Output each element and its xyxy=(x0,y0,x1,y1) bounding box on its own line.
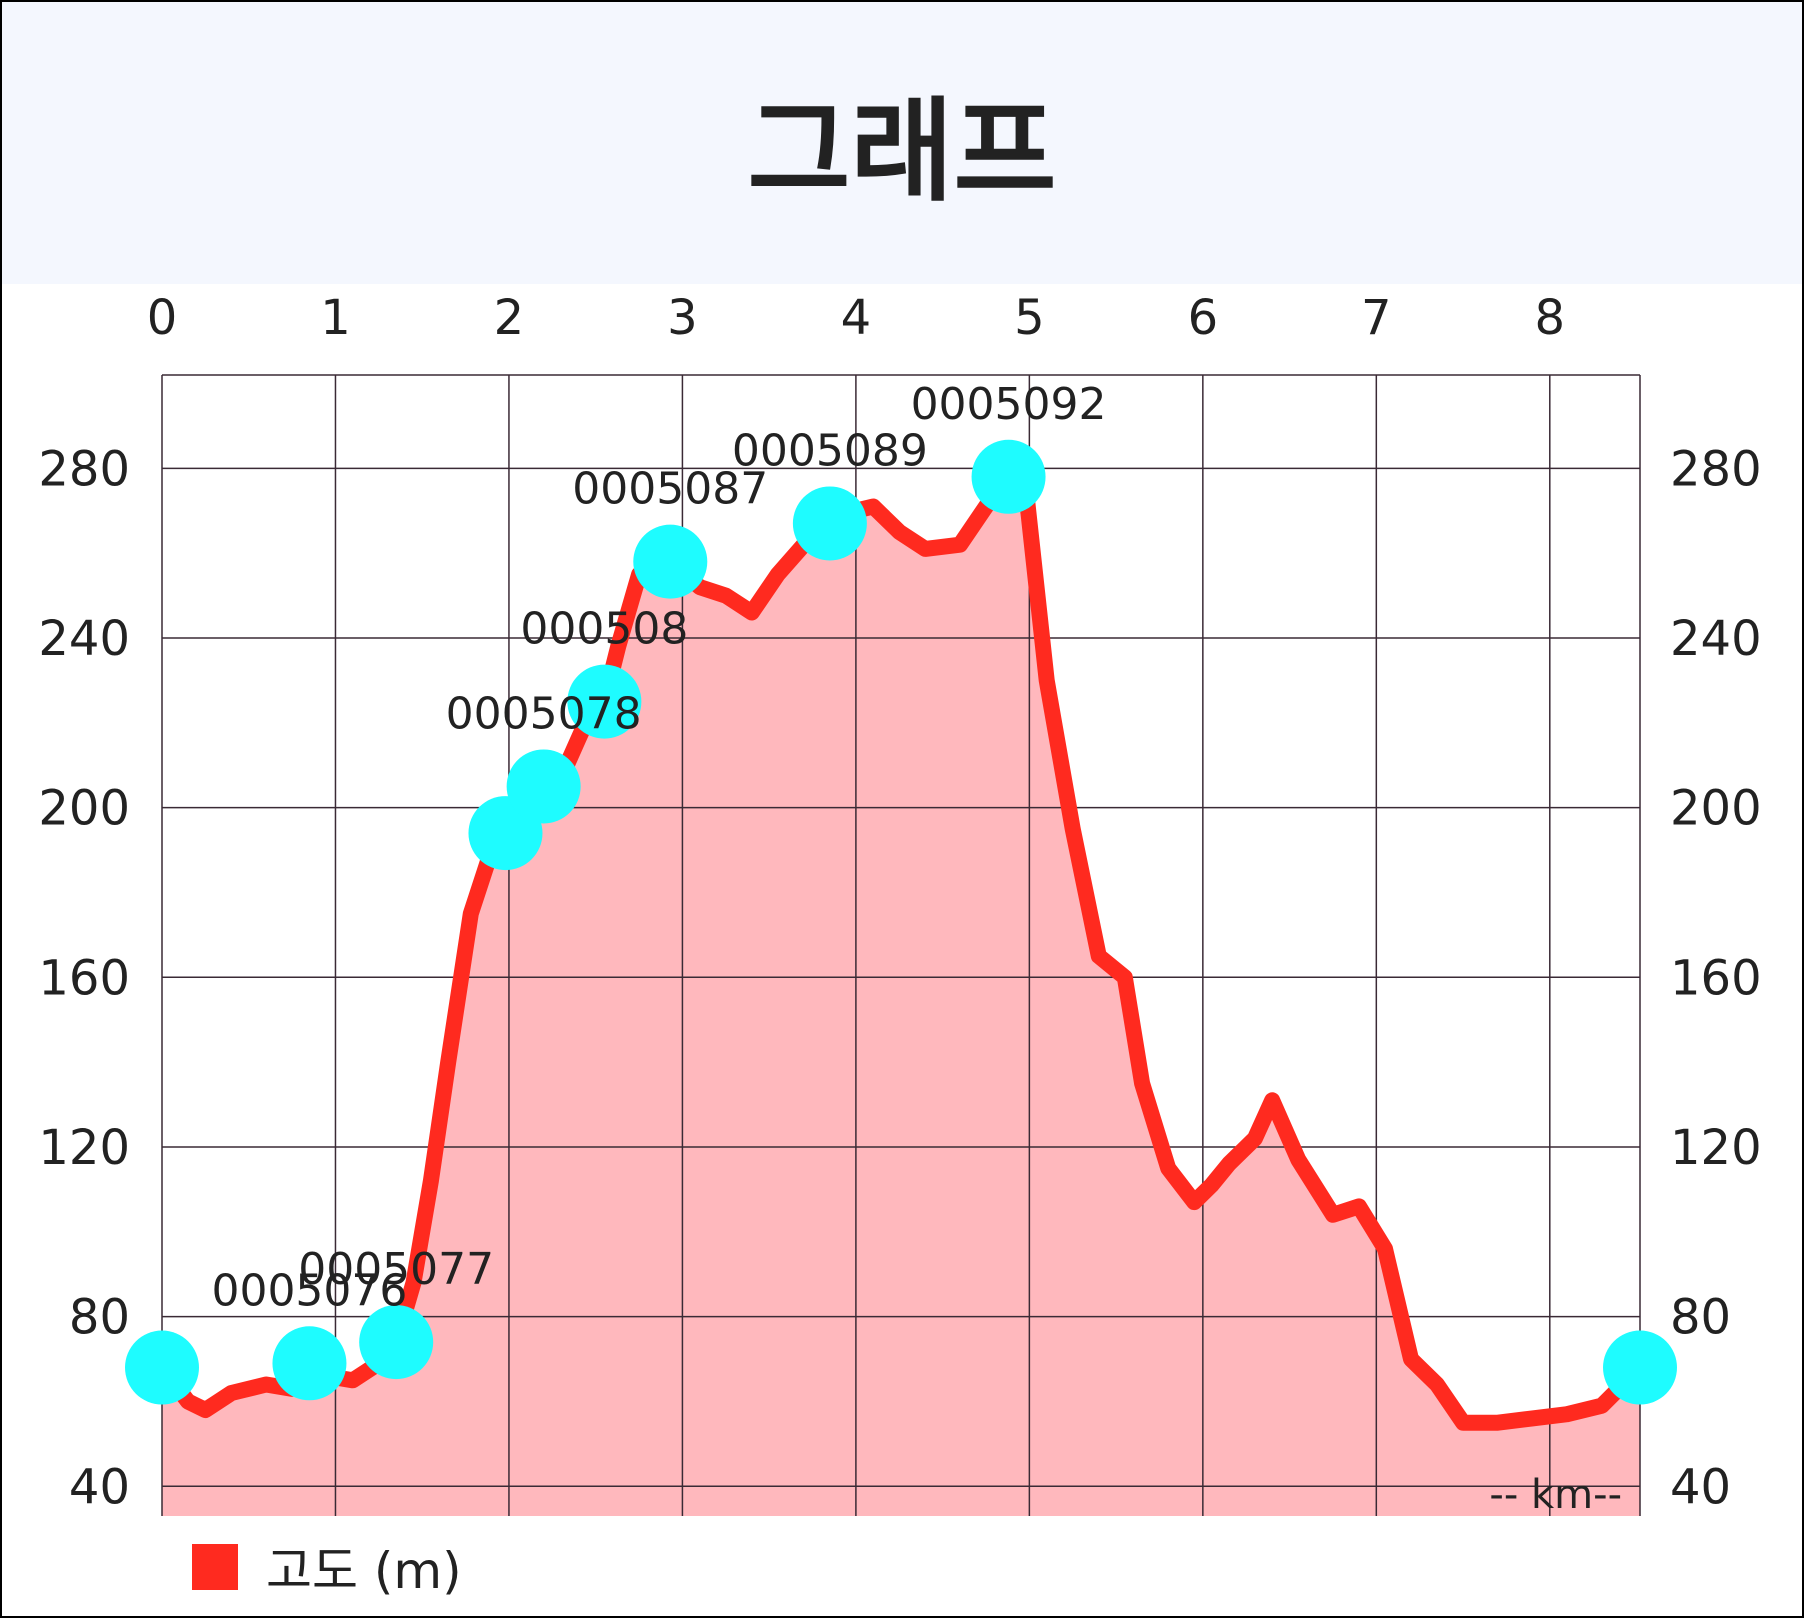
y-tick-label-left: 240 xyxy=(38,611,130,667)
label-layer: 0 1 2 3 4 5 6 7 8 40 40 80 80 120 120 160 160 200 200 240 24… xyxy=(38,290,1761,1515)
y-tick-label-left: 120 xyxy=(38,1120,130,1176)
waypoint-marker xyxy=(633,524,708,599)
x-tick-label: 5 xyxy=(1014,290,1045,346)
waypoint-marker xyxy=(567,664,642,739)
waypoint-label: 000508 xyxy=(520,604,688,655)
y-tick-label-right: 120 xyxy=(1670,1120,1762,1176)
x-tick-label: 7 xyxy=(1361,290,1392,346)
x-tick-label: 4 xyxy=(841,290,872,346)
waypoint-label: 0005089 xyxy=(732,425,928,476)
x-tick-label: 3 xyxy=(667,290,698,346)
waypoint-label: 0005078 xyxy=(446,688,642,739)
waypoint-marker xyxy=(506,749,581,824)
header-band: 그래프 xyxy=(2,2,1802,284)
waypoint-marker xyxy=(272,1326,347,1401)
marker-layer xyxy=(125,439,1677,1405)
y-tick-label-right: 280 xyxy=(1670,441,1762,497)
y-tick-label-right: 80 xyxy=(1670,1290,1731,1346)
x-tick-label: 8 xyxy=(1535,290,1566,346)
x-tick-label: 0 xyxy=(147,290,178,346)
x-tick-label: 1 xyxy=(320,290,351,346)
waypoint-label: 0005076 xyxy=(211,1265,407,1316)
y-tick-label-right: 40 xyxy=(1670,1459,1731,1515)
elevation-area xyxy=(162,476,1640,1516)
x-tick-label: 6 xyxy=(1188,290,1219,346)
waypoint-marker xyxy=(359,1305,434,1380)
legend: 고도 (m) xyxy=(192,1537,462,1600)
waypoint-label: 0005092 xyxy=(911,379,1107,430)
waypoint-label: 0005087 xyxy=(572,464,768,515)
y-tick-label-left: 40 xyxy=(69,1459,130,1515)
waypoint-marker xyxy=(1603,1330,1677,1405)
y-tick-label-left: 280 xyxy=(38,441,130,497)
y-tick-label-right: 160 xyxy=(1670,950,1762,1006)
waypoint-marker xyxy=(792,486,867,561)
y-tick-label-left: 200 xyxy=(38,781,130,837)
x-tick-label: 2 xyxy=(494,290,525,346)
legend-swatch xyxy=(192,1544,238,1590)
area-layer xyxy=(162,476,1640,1516)
y-tick-label-left: 80 xyxy=(69,1290,130,1346)
page-title: 그래프 xyxy=(747,87,1057,217)
waypoint-label: 0005077 xyxy=(298,1244,494,1295)
y-tick-label-right: 200 xyxy=(1670,781,1762,837)
y-tick-label-left: 160 xyxy=(38,950,130,1006)
y-tick-label-right: 240 xyxy=(1670,611,1762,667)
waypoint-marker xyxy=(125,1330,199,1405)
waypoint-marker xyxy=(971,439,1046,514)
legend-label: 고도 (m) xyxy=(266,1542,462,1600)
x-axis-unit-label: -- km-- xyxy=(1489,1472,1622,1518)
